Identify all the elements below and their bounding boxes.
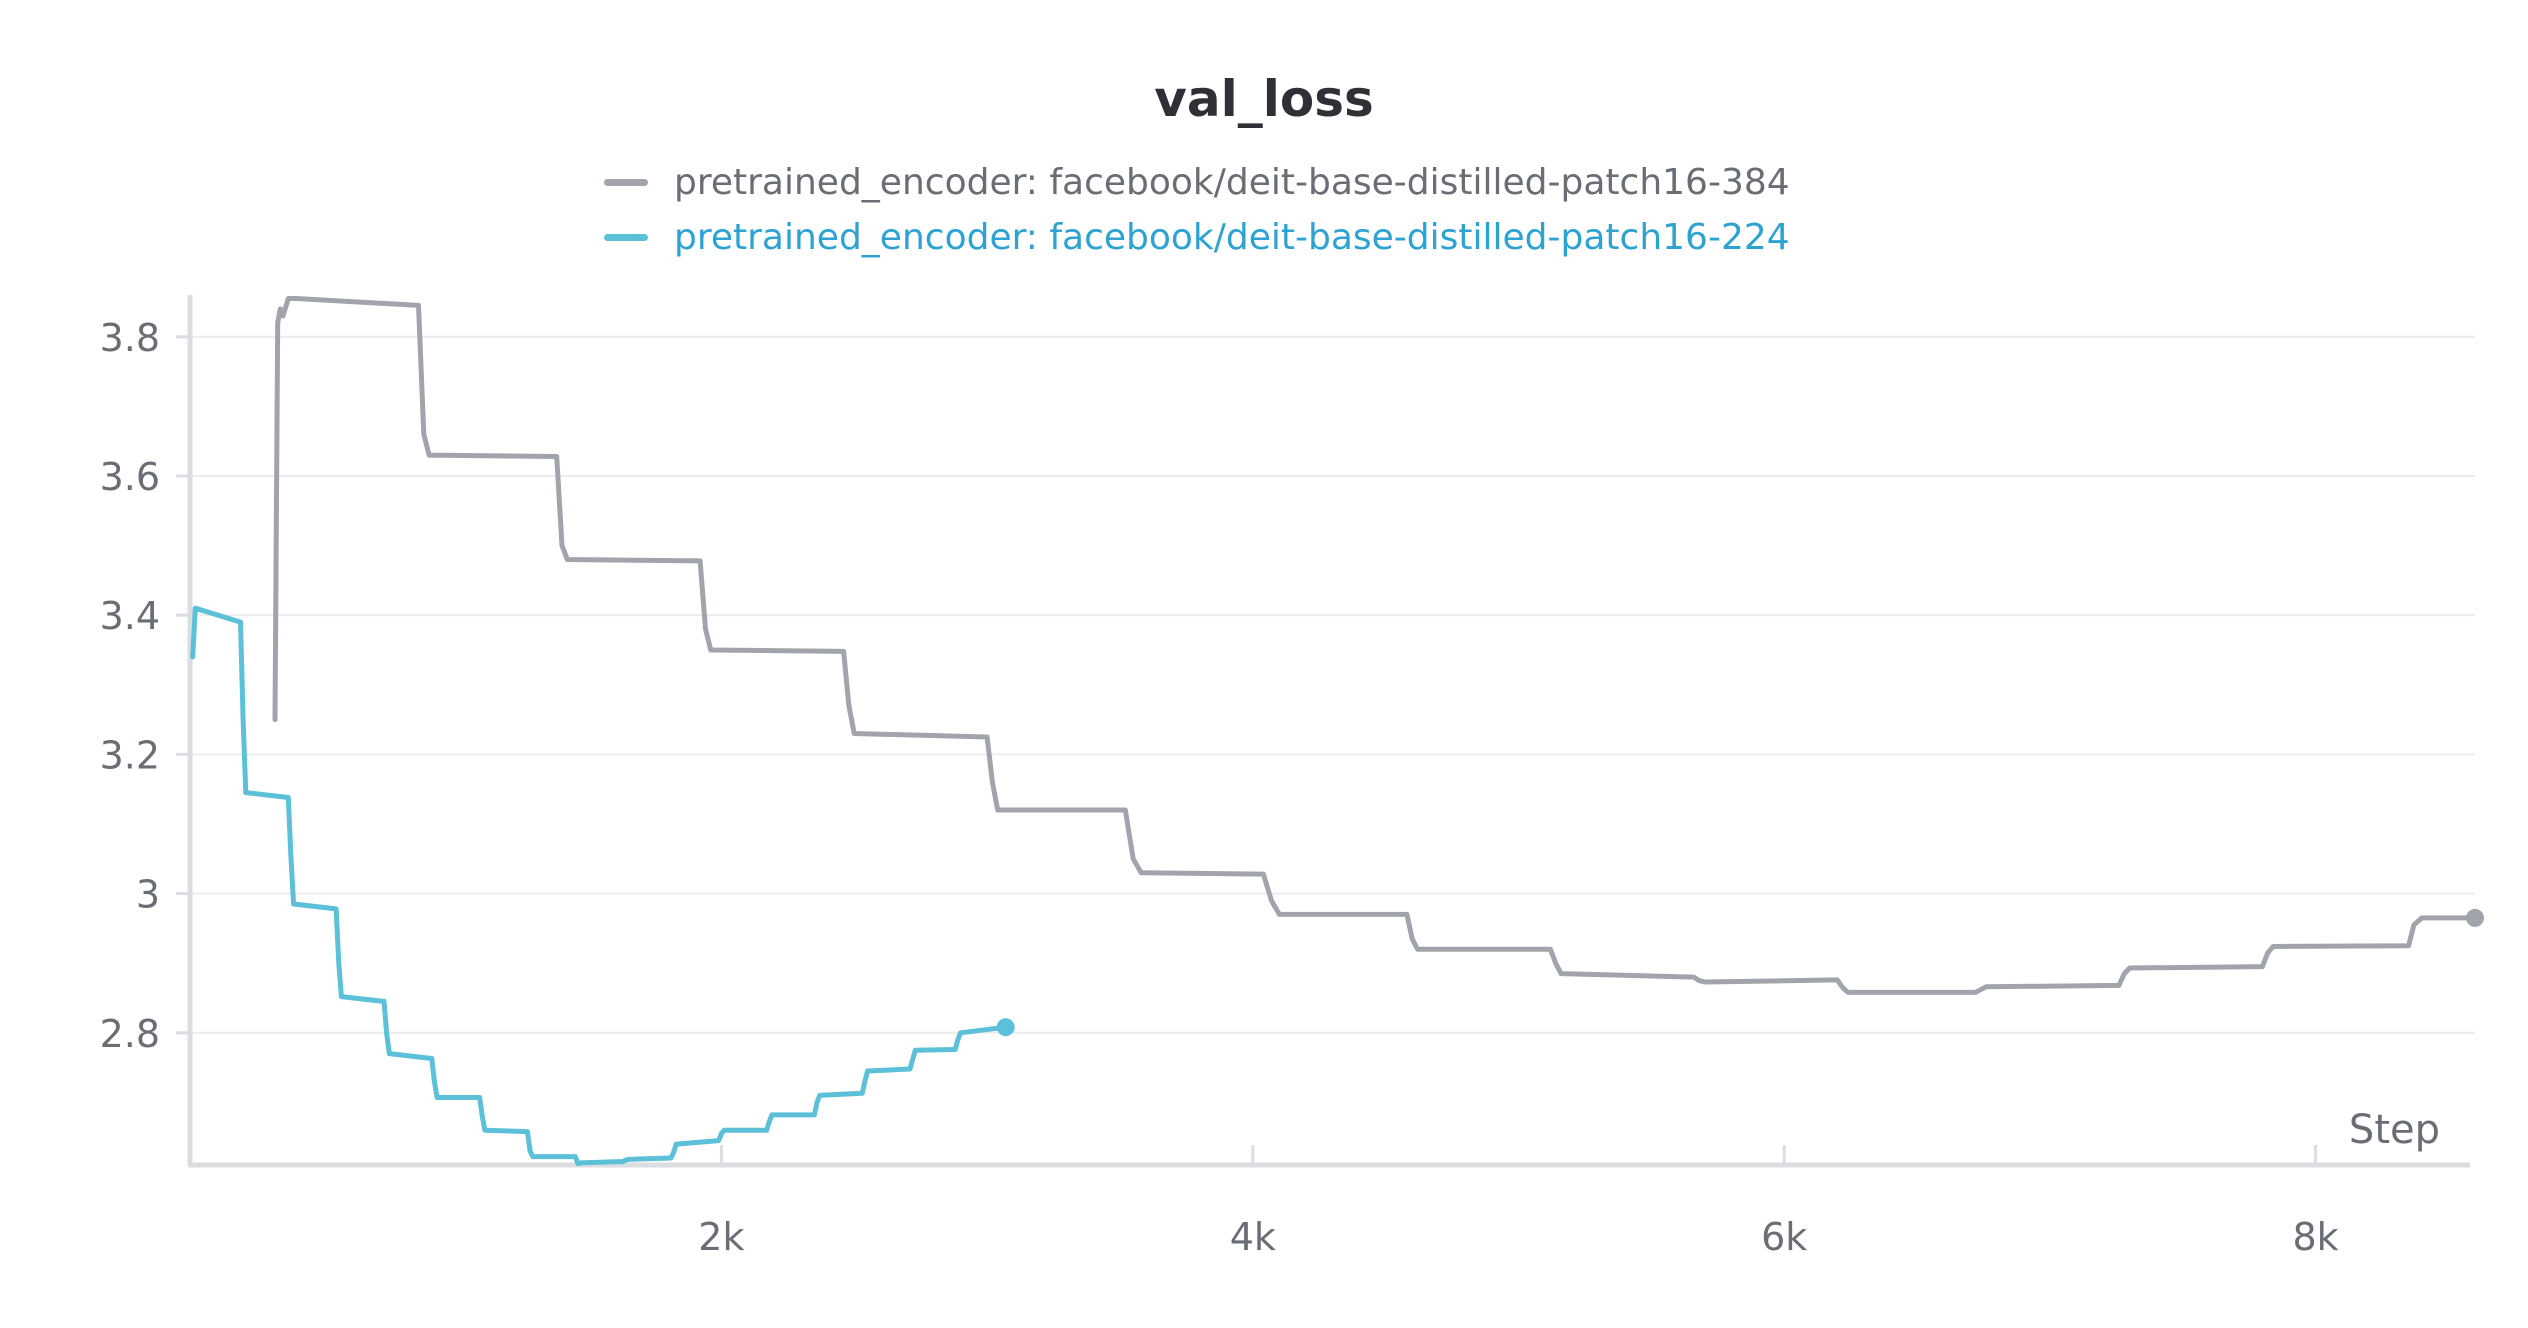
x-axis-label: Step <box>2349 1107 2440 1153</box>
x-tick-label: 8k <box>2292 1215 2338 1259</box>
y-ticks: 2.8 3 3.2 3.4 3.6 3.8 <box>100 316 190 1056</box>
axes <box>187 295 2470 1168</box>
series-layer <box>190 296 2484 1167</box>
y-tick-label: 2.8 <box>100 1012 160 1056</box>
legend-swatch-224 <box>604 233 648 241</box>
series-end-marker-224 <box>996 1018 1015 1037</box>
y-tick-label: 3.6 <box>100 455 160 499</box>
legend-item-384[interactable]: pretrained_encoder: facebook/deit-base-d… <box>604 157 1790 207</box>
y-tick-label: 3 <box>136 873 160 917</box>
grid-lines <box>190 335 2475 1034</box>
series-line-224[interactable] <box>190 605 1009 1167</box>
y-tick-label: 3.8 <box>100 316 160 360</box>
x-ticks: 2k 4k 6k 8k <box>698 1145 2339 1259</box>
x-tick-label: 2k <box>698 1215 744 1259</box>
series-line-384[interactable] <box>272 296 2478 995</box>
x-tick-label: 4k <box>1230 1215 1276 1259</box>
x-tick-label: 6k <box>1761 1215 1807 1259</box>
legend-item-224[interactable]: pretrained_encoder: facebook/deit-base-d… <box>604 212 1790 262</box>
y-tick-label: 3.4 <box>100 594 160 638</box>
legend-label-384: pretrained_encoder: facebook/deit-base-d… <box>674 161 1790 203</box>
chart-title: val_loss <box>1154 70 1374 128</box>
legend-swatch-384 <box>604 178 648 186</box>
legend-label-224: pretrained_encoder: facebook/deit-base-d… <box>674 216 1790 258</box>
series-end-marker-384 <box>2466 908 2484 927</box>
y-tick-label: 3.2 <box>100 733 160 777</box>
